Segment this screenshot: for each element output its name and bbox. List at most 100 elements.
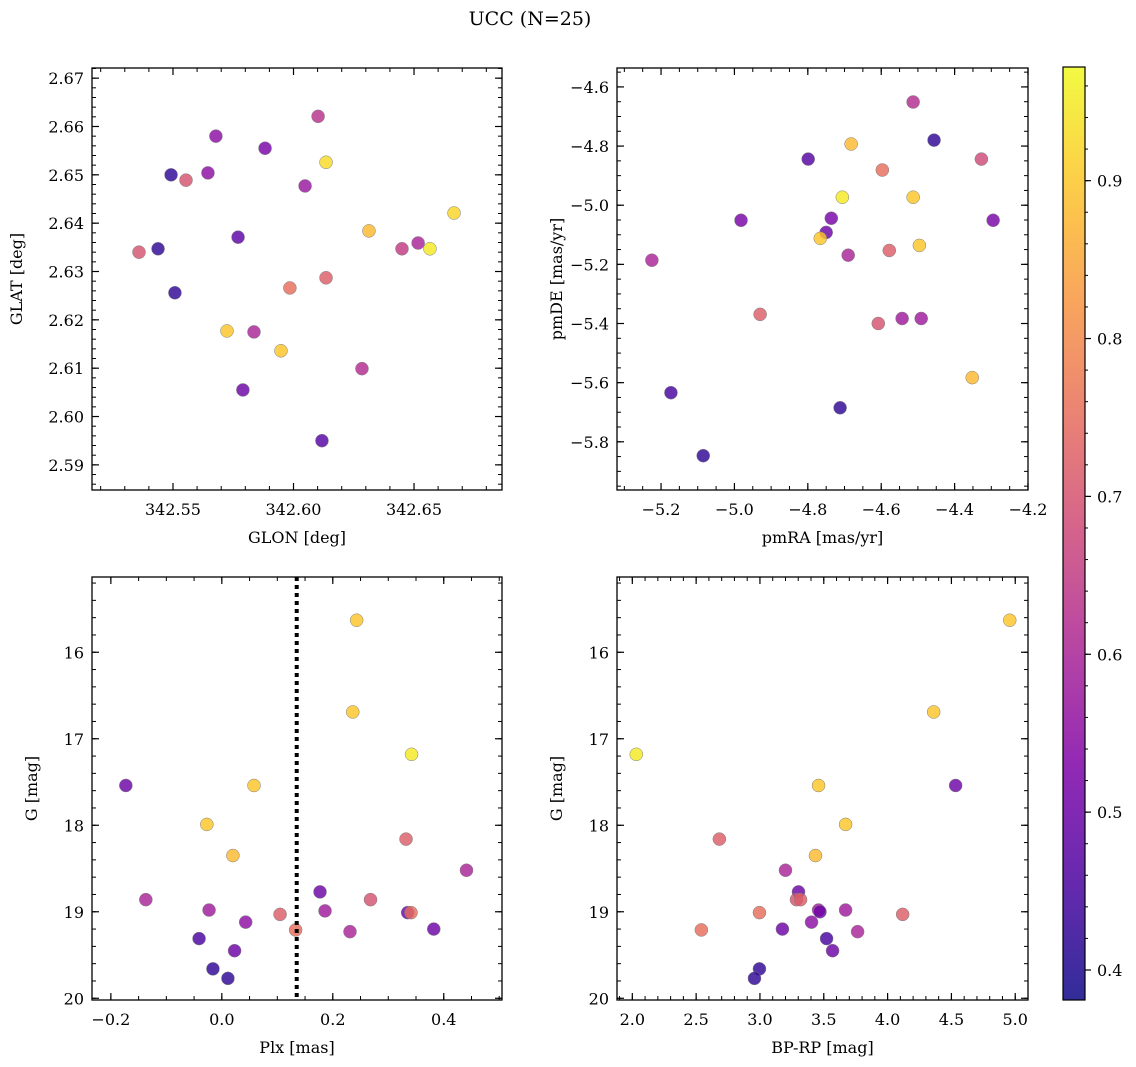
y-tick-label: 2.67 (48, 69, 84, 88)
data-point (775, 922, 790, 936)
data-point (363, 892, 378, 907)
data-point (273, 907, 287, 922)
data-point (914, 311, 928, 326)
data-point (423, 242, 437, 256)
data-point (346, 705, 360, 719)
data-point (906, 190, 920, 204)
data-point (236, 383, 250, 397)
y-tick-label: 20 (64, 989, 84, 1008)
data-point (895, 907, 910, 922)
data-point (349, 613, 364, 628)
data-point (404, 905, 418, 920)
data-point (926, 705, 941, 719)
data-point (355, 361, 369, 376)
data-point (168, 286, 182, 300)
axes-frame (91, 67, 503, 491)
data-point (811, 778, 826, 793)
data-point (974, 152, 989, 166)
subplot-bottom-right: 2.0 2.5 3.0 3.5 4.0 4.5 5.0 16 17 18 19 20 BP-RP [ma… (547, 576, 1029, 1057)
data-point (927, 133, 941, 147)
y-axis-label: G [mag] (547, 756, 566, 821)
data-point (986, 213, 1000, 228)
x-axis-label: Plx [mas] (259, 1038, 334, 1057)
data-point (315, 433, 329, 448)
x-tick-label: −5.0 (715, 500, 754, 519)
data-point (808, 848, 823, 863)
y-axis-label: pmDE [mas/yr] (547, 218, 566, 341)
colorbar-tick-label: 0.8 (1097, 330, 1122, 349)
data-point (813, 231, 828, 246)
data-point (119, 778, 133, 793)
data-point (209, 129, 223, 143)
y-tick-label: 2.63 (48, 263, 84, 282)
colorbar-tick-label: 0.7 (1097, 487, 1122, 506)
data-point (850, 924, 865, 939)
y-tick-label: 18 (589, 816, 609, 835)
x-axis-label: pmRA [mas/yr] (762, 528, 884, 547)
x-tick-label: 2.5 (683, 1010, 708, 1029)
data-point (645, 253, 659, 267)
data-point (838, 903, 853, 917)
data-point (835, 190, 850, 204)
data-point (906, 95, 920, 109)
data-point (712, 832, 727, 846)
y-tick-label: 20 (589, 989, 609, 1008)
data-point (247, 325, 261, 339)
data-point (629, 747, 644, 762)
data-point (319, 155, 333, 170)
data-point (801, 152, 815, 166)
x-tick-label: −4.6 (862, 500, 901, 519)
data-point (192, 931, 206, 946)
data-point (298, 179, 312, 193)
data-point (202, 903, 216, 917)
y-tick-label: −5.2 (570, 255, 609, 274)
data-point (804, 915, 819, 929)
data-point (447, 206, 461, 220)
axes-frame (616, 67, 1029, 491)
data-point (227, 943, 242, 958)
data-point (283, 281, 297, 295)
y-tick-label: 17 (589, 730, 609, 749)
data-point (395, 242, 409, 256)
axes-frame (616, 576, 1029, 1001)
data-point (965, 370, 979, 385)
colorbar-frame (1062, 66, 1086, 1001)
data-point (875, 163, 890, 177)
y-tick-label: −5.4 (570, 315, 609, 334)
data-point (664, 385, 678, 400)
data-point (343, 924, 357, 939)
subplot-top-right: −5.2 −5.0 −4.8 −4.6 −4.4 −4.2 −5.8 −5.6 −5.4 −5.2… (547, 67, 1047, 547)
data-point (399, 832, 413, 846)
data-point (793, 892, 808, 907)
data-point (948, 778, 963, 793)
x-tick-label: −4.4 (935, 500, 974, 519)
y-tick-label: −4.8 (570, 137, 609, 156)
x-tick-label: −0.2 (91, 1010, 130, 1029)
x-tick-label: −4.8 (788, 500, 827, 519)
data-point (274, 344, 288, 358)
x-axis-label: GLON [deg] (248, 528, 346, 547)
x-axis-label: BP-RP [mag] (771, 1038, 873, 1057)
data-point (313, 885, 327, 899)
data-point (753, 307, 767, 322)
y-tick-label: 16 (589, 643, 609, 662)
x-tick-label: 342.55 (145, 500, 201, 519)
colorbar-tick-label: 0.6 (1097, 645, 1122, 664)
data-point (319, 271, 333, 285)
y-tick-label: 2.62 (48, 311, 84, 330)
data-point (813, 905, 827, 919)
data-point (226, 848, 240, 863)
data-point (132, 245, 146, 259)
data-point (151, 242, 165, 256)
data-point (231, 230, 245, 244)
x-tick-label: 4.0 (875, 1010, 900, 1029)
data-point (404, 747, 419, 762)
y-tick-label: 16 (64, 643, 84, 662)
data-point (1002, 613, 1017, 628)
colorbar-tick-label: 0.5 (1097, 803, 1122, 822)
subplot-bottom-left: −0.2 0.0 0.2 0.4 16 17 18 19 20 Plx [mas] G [mag] (22, 576, 503, 1057)
data-point (844, 137, 858, 151)
x-tick-label: 4.5 (939, 1010, 964, 1029)
y-tick-label: 2.65 (48, 166, 84, 185)
